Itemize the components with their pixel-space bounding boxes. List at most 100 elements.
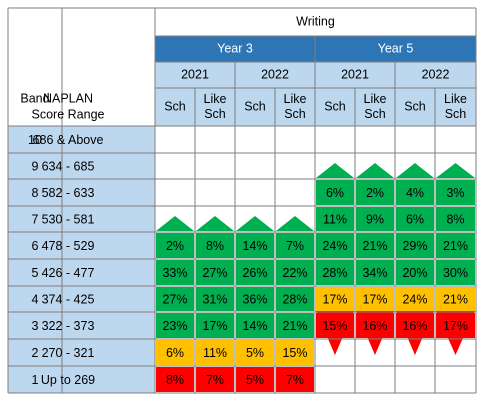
- percentage: 7%: [206, 373, 224, 387]
- down-arrow: [316, 311, 354, 355]
- percentage: 16%: [362, 319, 387, 333]
- score-range: 634 - 685: [42, 159, 95, 173]
- cell-fill: [356, 207, 394, 231]
- cell-fill: [356, 260, 394, 285]
- year-label: 2021: [341, 67, 369, 81]
- cell-fill: [276, 367, 314, 392]
- percentage: 17%: [322, 292, 347, 306]
- cell-fill: [396, 233, 434, 258]
- cell-fill: [276, 287, 314, 311]
- percentage: 6%: [326, 186, 344, 200]
- cell-fill: [156, 313, 194, 338]
- percentage: 20%: [402, 266, 427, 280]
- percentage: 27%: [162, 292, 187, 306]
- percentage: 14%: [242, 239, 267, 253]
- percentage: 7%: [286, 373, 304, 387]
- percentage: 5%: [246, 373, 264, 387]
- cell-fill: [156, 287, 194, 311]
- cell-fill: [156, 340, 194, 365]
- column-label: Sch: [364, 107, 386, 121]
- band: 3: [32, 319, 39, 333]
- up-arrow: [196, 216, 234, 231]
- percentage: 27%: [202, 266, 227, 280]
- percentage: 8%: [206, 239, 224, 253]
- column-label: Like: [204, 92, 227, 106]
- band: 2: [32, 346, 39, 360]
- cell-fill: [236, 260, 274, 285]
- column-label: Like: [364, 92, 387, 106]
- score-range: 582 - 633: [42, 186, 95, 200]
- cell-fill: [276, 260, 314, 285]
- percentage: 23%: [162, 319, 187, 333]
- cell-fill: [436, 207, 475, 231]
- percentage: 2%: [166, 239, 184, 253]
- cell-fill: [236, 313, 274, 338]
- cell-fill: [236, 367, 274, 392]
- percentage: 24%: [322, 239, 347, 253]
- column-label: Sch: [324, 99, 346, 113]
- percentage: 22%: [282, 266, 307, 280]
- band: 4: [32, 292, 39, 306]
- cell-fill: [196, 313, 234, 338]
- cell-fill: [236, 233, 274, 258]
- up-arrow: [316, 163, 354, 178]
- column-label: Sch: [204, 107, 226, 121]
- percentage: 5%: [246, 346, 264, 360]
- cell-fill: [236, 287, 274, 311]
- cell-fill: [316, 180, 354, 205]
- score-range: 322 - 373: [42, 319, 95, 333]
- percentage: 28%: [282, 292, 307, 306]
- score-range: 270 - 321: [42, 346, 95, 360]
- band: 6: [32, 239, 39, 253]
- percentage: 11%: [323, 212, 347, 226]
- percentage: 9%: [366, 212, 384, 226]
- column-label: Sch: [404, 99, 426, 113]
- band: 8: [32, 186, 39, 200]
- cell-fill: [356, 233, 394, 258]
- cell-fill: [316, 260, 354, 285]
- percentage: 26%: [242, 266, 267, 280]
- percentage: 7%: [286, 239, 304, 253]
- percentage: 21%: [443, 239, 468, 253]
- down-arrow: [436, 311, 475, 355]
- percentage: 4%: [406, 186, 424, 200]
- cell-fill: [436, 233, 475, 258]
- percentage: 14%: [242, 319, 267, 333]
- score-range: 374 - 425: [42, 292, 95, 306]
- column-label: Sch: [445, 107, 467, 121]
- cell-fill: [276, 313, 314, 338]
- cell-fill: [316, 233, 354, 258]
- down-arrow: [396, 311, 434, 355]
- up-arrow: [276, 216, 314, 231]
- band-label: Band: [20, 91, 49, 105]
- percentage: 33%: [162, 266, 187, 280]
- score-range: Up to 269: [41, 373, 95, 387]
- cell-fill: [156, 233, 194, 258]
- cell-fill: [156, 367, 194, 392]
- cell-fill: [316, 287, 354, 311]
- group-label: Year 5: [378, 41, 414, 55]
- score-range: 478 - 529: [42, 239, 95, 253]
- up-arrow: [156, 216, 194, 231]
- percentage: 17%: [443, 319, 468, 333]
- cell-fill: [276, 233, 314, 258]
- cell-fill: [396, 287, 434, 311]
- cell-fill: [196, 367, 234, 392]
- range-label: Score Range: [32, 107, 105, 121]
- percentage: 8%: [166, 373, 184, 387]
- band: 1: [32, 373, 39, 387]
- year-label: 2021: [181, 67, 209, 81]
- percentage: 15%: [322, 319, 347, 333]
- column-label: Like: [284, 92, 307, 106]
- cell-fill: [396, 180, 434, 205]
- cell-fill: [396, 260, 434, 285]
- cell-fill: [356, 287, 394, 311]
- range-label: NAPLAN: [43, 91, 93, 105]
- percentage: 11%: [203, 346, 227, 360]
- up-arrow: [236, 216, 274, 231]
- percentage: 21%: [362, 239, 387, 253]
- percentage: 8%: [446, 212, 464, 226]
- title: Writing: [296, 14, 335, 28]
- percentage: 28%: [322, 266, 347, 280]
